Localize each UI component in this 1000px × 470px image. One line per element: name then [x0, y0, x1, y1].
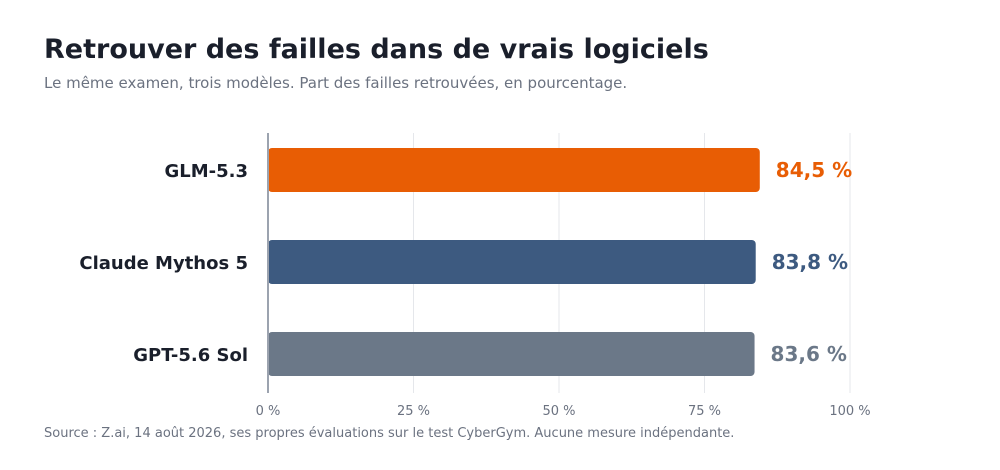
- source-note: Source : Z.ai, 14 août 2026, ses propres…: [44, 426, 735, 441]
- category-label: GLM-5.3: [164, 161, 248, 182]
- value-label: 84,5 %: [776, 158, 852, 182]
- x-tick-label: 75 %: [688, 404, 721, 419]
- x-tick-label: 0 %: [256, 404, 281, 419]
- chart-subtitle: Le même examen, trois modèles. Part des …: [44, 74, 628, 92]
- value-label: 83,8 %: [772, 250, 848, 274]
- category-label: Claude Mythos 5: [79, 253, 248, 274]
- chart-title: Retrouver des failles dans de vrais logi…: [44, 34, 709, 65]
- x-tick-label: 25 %: [397, 404, 430, 419]
- bar: [268, 332, 755, 376]
- category-label: GPT-5.6 Sol: [133, 345, 248, 366]
- bar: [268, 240, 756, 284]
- value-label: 83,6 %: [771, 342, 847, 366]
- bar: [268, 148, 760, 192]
- x-tick-label: 50 %: [542, 404, 575, 419]
- x-tick-label: 100 %: [829, 404, 870, 419]
